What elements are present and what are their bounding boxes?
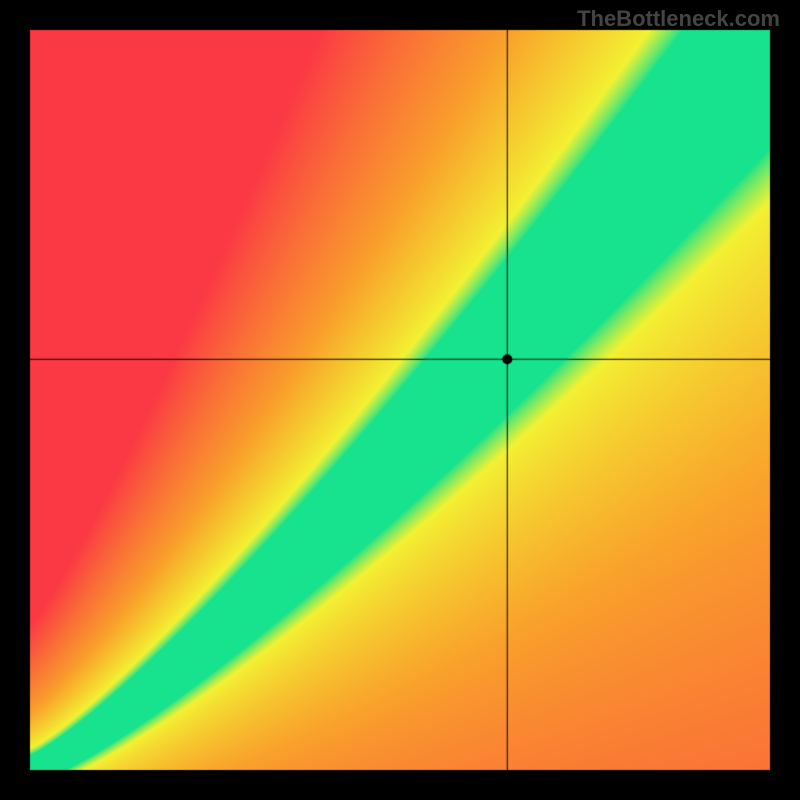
chart-container: TheBottleneck.com	[0, 0, 800, 800]
bottleneck-heatmap	[0, 0, 800, 800]
watermark-label: TheBottleneck.com	[577, 6, 780, 32]
